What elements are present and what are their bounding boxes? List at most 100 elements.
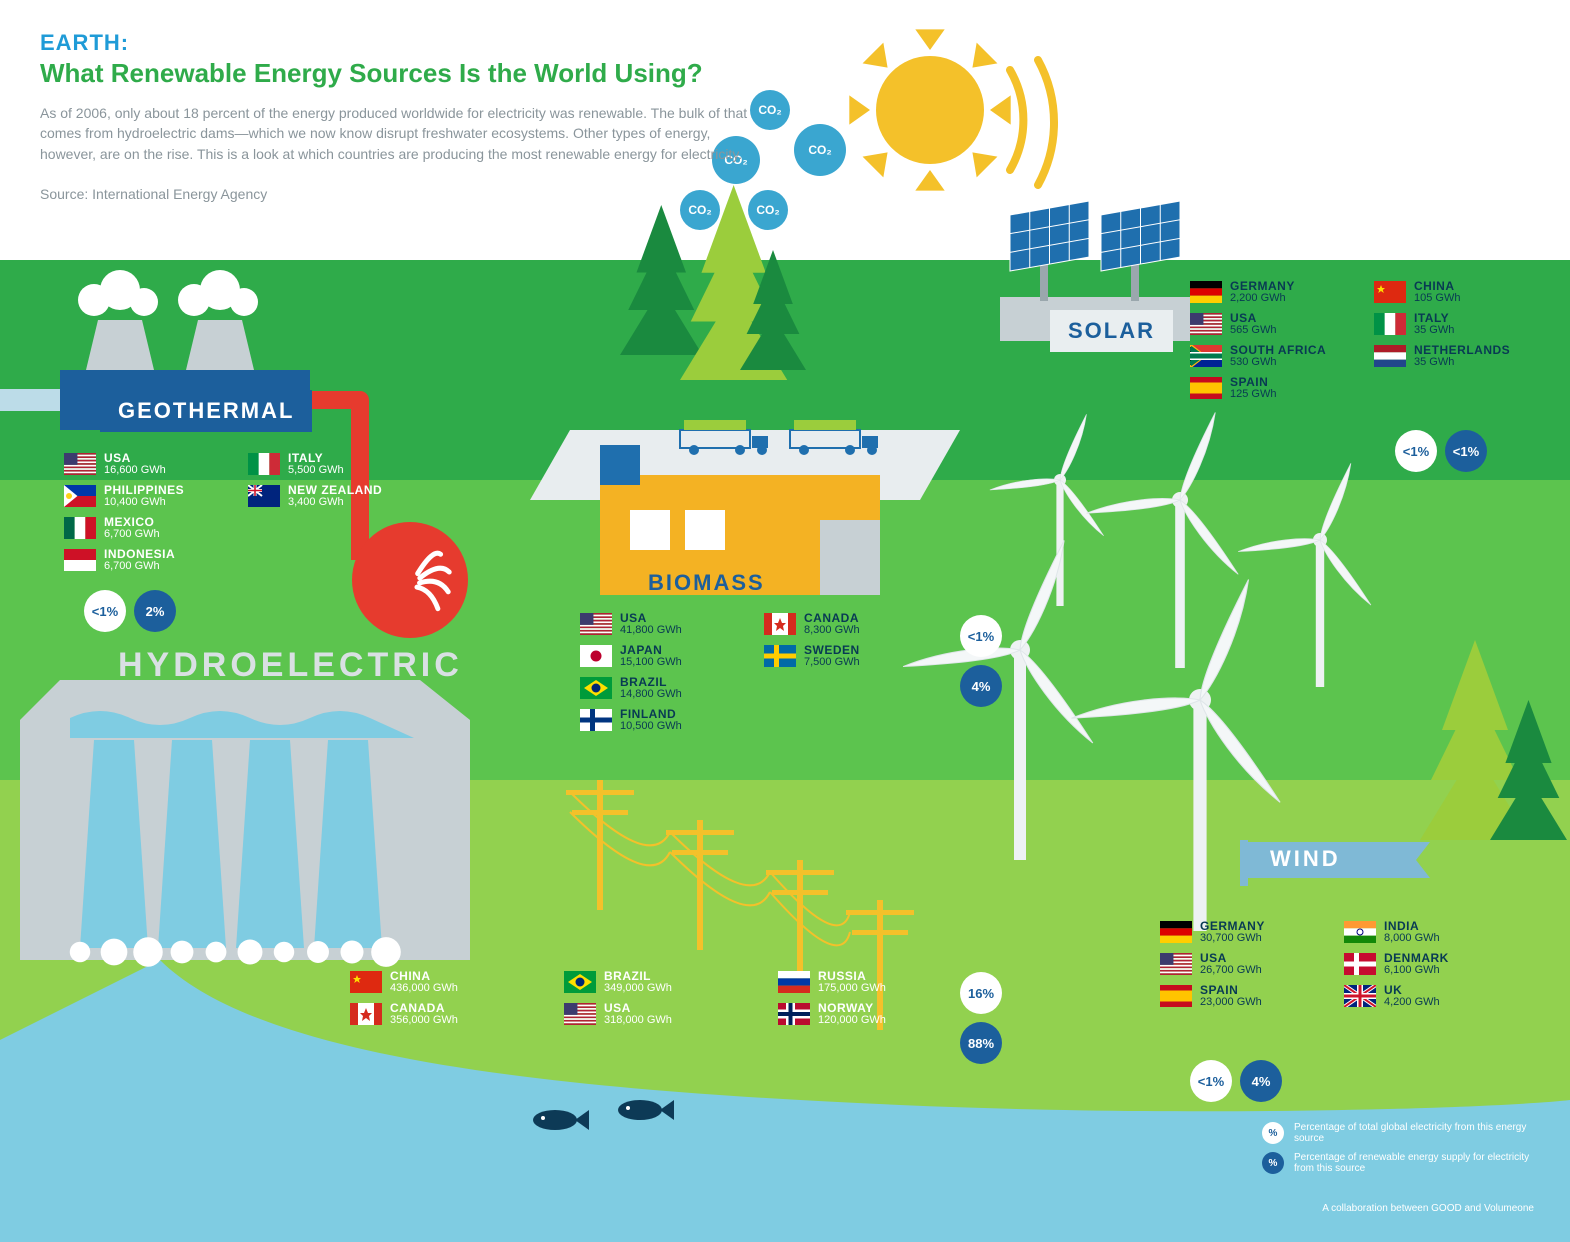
solar-country-name: CHINA xyxy=(1414,280,1460,293)
solar-country-list: GERMANY 2,200 GWh USA 565 GWh SOUTH AFRI… xyxy=(1190,280,1550,401)
svg-text:CO₂: CO₂ xyxy=(808,143,831,157)
wind-country-row: USA 26,700 GWh xyxy=(1160,952,1320,976)
title-main: What Renewable Energy Sources Is the Wor… xyxy=(40,58,760,89)
svg-text:WIND: WIND xyxy=(1270,846,1341,871)
solar-country-name: NETHERLANDS xyxy=(1414,344,1510,357)
solar-country-value: 35 GWh xyxy=(1414,325,1454,337)
biomass-country-value: 14,800 GWh xyxy=(620,689,682,701)
hydro-country-value: 349,000 GWh xyxy=(604,983,672,995)
biomass-country-row: JAPAN 15,100 GWh xyxy=(580,644,740,668)
solar-badges: <1% <1% xyxy=(1395,430,1487,472)
hydro-country-name: BRAZIL xyxy=(604,970,672,983)
hydro-country-list: CHINA 436,000 GWh CANADA 356,000 GWh BRA… xyxy=(350,970,970,1026)
biomass-country-name: SWEDEN xyxy=(804,644,860,657)
geothermal-country-value: 5,500 GWh xyxy=(288,465,344,477)
hydro-country-row: BRAZIL 349,000 GWh xyxy=(564,970,754,994)
hydro-country-value: 318,000 GWh xyxy=(604,1015,672,1027)
geothermal-badges: <1% 2% xyxy=(84,590,176,632)
biomass-badge-renewable: 4% xyxy=(960,665,1002,707)
geothermal-country-list: USA 16,600 GWh PHILIPPINES 10,400 GWh ME… xyxy=(64,452,444,573)
biomass-country-row: SWEDEN 7,500 GWh xyxy=(764,644,924,668)
credit-text: A collaboration between GOOD and Volumeo… xyxy=(1322,1203,1534,1214)
geothermal-country-row: ITALY 5,500 GWh xyxy=(248,452,408,476)
solar-country-name: ITALY xyxy=(1414,312,1454,325)
hydro-country-row: USA 318,000 GWh xyxy=(564,1002,754,1026)
geothermal-badge-renewable: 2% xyxy=(134,590,176,632)
hydro-country-value: 120,000 GWh xyxy=(818,1015,886,1027)
biomass-country-name: BRAZIL xyxy=(620,676,682,689)
solar-country-row: NETHERLANDS 35 GWh xyxy=(1374,344,1534,368)
wind-badge-renewable: 4% xyxy=(1240,1060,1282,1102)
hydro-country-name: CHINA xyxy=(390,970,458,983)
biomass-country-name: JAPAN xyxy=(620,644,682,657)
solar-country-row: SPAIN 125 GWh xyxy=(1190,376,1350,400)
geothermal-country-value: 6,700 GWh xyxy=(104,529,160,541)
geothermal-country-name: ITALY xyxy=(288,452,344,465)
biomass-country-row: CANADA 8,300 GWh xyxy=(764,612,924,636)
title-earth: EARTH: xyxy=(40,30,760,56)
biomass-country-list: USA 41,800 GWh JAPAN 15,100 GWh BRAZIL 1… xyxy=(580,612,980,733)
solar-country-row: SOUTH AFRICA 530 GWh xyxy=(1190,344,1350,368)
wind-country-name: SPAIN xyxy=(1200,984,1262,997)
hydro-country-name: RUSSIA xyxy=(818,970,886,983)
wind-country-name: DENMARK xyxy=(1384,952,1449,965)
geothermal-country-row: MEXICO 6,700 GWh xyxy=(64,516,224,540)
hydro-country-row: NORWAY 120,000 GWh xyxy=(778,1002,968,1026)
solar-label: SOLAR xyxy=(1050,310,1173,352)
hydro-country-row: CHINA 436,000 GWh xyxy=(350,970,540,994)
wind-country-value: 26,700 GWh xyxy=(1200,965,1262,977)
geothermal-label: GEOTHERMAL xyxy=(100,390,312,432)
solar-country-value: 530 GWh xyxy=(1230,357,1326,369)
geothermal-country-value: 16,600 GWh xyxy=(104,465,166,477)
geothermal-country-name: PHILIPPINES xyxy=(104,484,184,497)
legend-text-light: Percentage of total global electricity f… xyxy=(1294,1122,1534,1144)
source-text: Source: International Energy Agency xyxy=(40,186,760,202)
solar-country-name: USA xyxy=(1230,312,1276,325)
legend-text-dark: Percentage of renewable energy supply fo… xyxy=(1294,1152,1534,1174)
geothermal-country-value: 10,400 GWh xyxy=(104,497,184,509)
wind-country-row: SPAIN 23,000 GWh xyxy=(1160,984,1320,1008)
solar-country-value: 105 GWh xyxy=(1414,293,1460,305)
wind-country-row: GERMANY 30,700 GWh xyxy=(1160,920,1320,944)
hydro-country-name: USA xyxy=(604,1002,672,1015)
hydro-badge-global: 16% xyxy=(960,972,1002,1014)
biomass-country-value: 10,500 GWh xyxy=(620,721,682,733)
hydro-country-name: NORWAY xyxy=(818,1002,886,1015)
biomass-badge-global: <1% xyxy=(960,615,1002,657)
wind-badge-global: <1% xyxy=(1190,1060,1232,1102)
biomass-badges: <1% 4% xyxy=(960,615,1002,707)
wind-badges: <1% 4% xyxy=(1190,1060,1282,1102)
geothermal-country-row: PHILIPPINES 10,400 GWh xyxy=(64,484,224,508)
hydro-badge-renewable: 88% xyxy=(960,1022,1002,1064)
biomass-country-value: 41,800 GWh xyxy=(620,625,682,637)
geothermal-country-row: INDONESIA 6,700 GWh xyxy=(64,548,224,572)
solar-country-value: 35 GWh xyxy=(1414,357,1510,369)
wind-country-value: 8,000 GWh xyxy=(1384,933,1440,945)
wind-country-value: 4,200 GWh xyxy=(1384,997,1440,1009)
legend: % Percentage of total global electricity… xyxy=(1262,1122,1534,1182)
hydro-country-value: 356,000 GWh xyxy=(390,1015,458,1027)
biomass-country-value: 7,500 GWh xyxy=(804,657,860,669)
hydro-badges: 16% 88% xyxy=(960,972,1002,1064)
header: EARTH: What Renewable Energy Sources Is … xyxy=(40,30,760,202)
solar-country-name: SOUTH AFRICA xyxy=(1230,344,1326,357)
hydro-country-row: CANADA 356,000 GWh xyxy=(350,1002,540,1026)
geothermal-country-name: USA xyxy=(104,452,166,465)
wind-country-name: USA xyxy=(1200,952,1262,965)
geothermal-country-row: USA 16,600 GWh xyxy=(64,452,224,476)
geothermal-badge-global: <1% xyxy=(84,590,126,632)
svg-text:CO₂: CO₂ xyxy=(758,103,781,117)
wind-country-value: 6,100 GWh xyxy=(1384,965,1449,977)
wind-country-name: INDIA xyxy=(1384,920,1440,933)
solar-country-value: 2,200 GWh xyxy=(1230,293,1295,305)
geothermal-country-name: MEXICO xyxy=(104,516,160,529)
biomass-label: BIOMASS xyxy=(630,562,783,604)
hydro-label: HYDROELECTRIC xyxy=(118,646,463,685)
biomass-country-name: CANADA xyxy=(804,612,860,625)
solar-country-row: ITALY 35 GWh xyxy=(1374,312,1534,336)
wind-country-row: UK 4,200 GWh xyxy=(1344,984,1504,1008)
wind-country-row: DENMARK 6,100 GWh xyxy=(1344,952,1504,976)
biomass-country-row: BRAZIL 14,800 GWh xyxy=(580,676,740,700)
biomass-country-row: FINLAND 10,500 GWh xyxy=(580,708,740,732)
hydro-country-row: RUSSIA 175,000 GWh xyxy=(778,970,968,994)
